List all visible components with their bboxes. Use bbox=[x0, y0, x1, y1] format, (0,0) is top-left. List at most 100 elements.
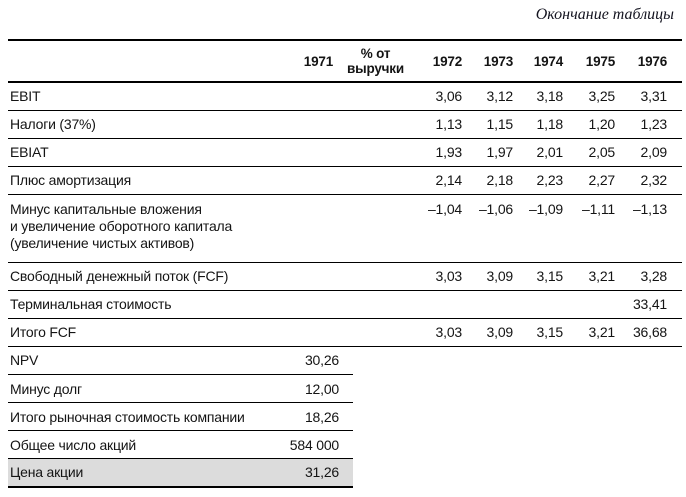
summary-row: Итого рыночная стоимость компании 18,26 bbox=[8, 403, 353, 431]
table-row: Минус капитальные вложения и увеличение … bbox=[8, 194, 682, 262]
cell-value: 33,41 bbox=[632, 296, 667, 312]
cell-value: 2,01 bbox=[536, 144, 564, 160]
row-label: Свободный денежный поток (FCF) bbox=[10, 267, 229, 284]
col-header-1971: 1971 bbox=[303, 53, 333, 69]
cell-1971 bbox=[291, 110, 333, 138]
cell-value bbox=[418, 290, 462, 318]
cell-1971 bbox=[291, 82, 333, 110]
cell-value: 3,09 bbox=[486, 324, 514, 340]
cell-value: 3,31 bbox=[640, 88, 668, 105]
cell-pct-of-revenue bbox=[333, 138, 418, 166]
cell-1971 bbox=[291, 138, 333, 166]
table-header: 1971 % от выручки 1972 1973 1974 1975 19… bbox=[8, 40, 682, 82]
cell-value: 2,23 bbox=[536, 172, 564, 188]
cell-1971 bbox=[291, 194, 333, 262]
col-header-1972: 1972 bbox=[432, 53, 462, 69]
cell-value: 1,18 bbox=[536, 116, 564, 132]
cell-value: 2,14 bbox=[435, 172, 463, 188]
summary-label: Итого рыночная стоимость компании bbox=[10, 408, 245, 425]
row-label: Терминальная стоимость bbox=[10, 295, 172, 312]
col-header-1975: 1975 bbox=[585, 53, 615, 69]
summary-row: NPV 30,26 bbox=[8, 347, 353, 375]
cell-value: –1,11 bbox=[582, 200, 615, 217]
cell-value: 3,12 bbox=[486, 88, 514, 105]
row-label: Налоги (37%) bbox=[10, 115, 96, 132]
main-table-body: EBIT 3,06 3,12 3,18 3,25 3,31 Налоги (37%) 1,13… bbox=[8, 82, 682, 346]
summary-row-highlight: Цена акции 31,26 bbox=[8, 458, 353, 487]
cell-value: –1,13 bbox=[632, 200, 667, 217]
cell-value: 2,05 bbox=[588, 144, 616, 160]
cell-pct-of-revenue bbox=[333, 82, 418, 110]
row-label: EBIT bbox=[10, 87, 41, 104]
cell-value: –1,06 bbox=[478, 200, 513, 217]
table-row: Итого FCF 3,03 3,09 3,15 3,21 36,68 bbox=[8, 318, 682, 346]
page-title: Окончание таблицы bbox=[535, 6, 674, 23]
cell-pct-of-revenue bbox=[333, 110, 418, 138]
cell-value: 1,20 bbox=[588, 116, 616, 132]
cell-1971 bbox=[291, 290, 333, 318]
valuation-summary-table: NPV 30,26 Минус долг 12,00 Итого рыночная ст… bbox=[8, 347, 353, 488]
table-row: Налоги (37%) 1,13 1,15 1,18 1,20 1,23 bbox=[8, 110, 682, 138]
row-label: Минус капитальные вложения и увеличение … bbox=[10, 200, 233, 251]
cell-1971 bbox=[291, 262, 333, 290]
cell-value: 3,03 bbox=[435, 268, 463, 284]
table-header-row: 1971 % от выручки 1972 1973 1974 1975 19… bbox=[8, 40, 682, 82]
cell-value: 1,23 bbox=[640, 116, 668, 132]
col-header-1973: 1973 bbox=[483, 53, 513, 69]
cell-pct-of-revenue bbox=[333, 262, 418, 290]
cell-value: 2,09 bbox=[640, 144, 668, 160]
summary-value: 584 000 bbox=[289, 436, 339, 453]
summary-value: 30,26 bbox=[304, 352, 339, 369]
cell-pct-of-revenue bbox=[333, 318, 418, 346]
table-row: Терминальная стоимость 33,41 bbox=[8, 290, 682, 318]
cell-value: 1,13 bbox=[435, 116, 463, 132]
cell-value: 3,25 bbox=[588, 88, 616, 105]
cell-value: 2,18 bbox=[486, 172, 514, 188]
cash-flow-table: 1971 % от выручки 1972 1973 1974 1975 19… bbox=[8, 39, 682, 347]
cell-1971 bbox=[291, 166, 333, 194]
cell-value: 3,15 bbox=[536, 268, 564, 284]
row-label: Плюс амортизация bbox=[10, 171, 131, 188]
cell-value: 3,06 bbox=[435, 88, 463, 105]
summary-value: 31,26 bbox=[304, 464, 339, 481]
summary-label: Цена акции bbox=[10, 464, 84, 481]
cell-value: 2,27 bbox=[588, 172, 616, 188]
table-row: EBIAT 1,93 1,97 2,01 2,05 2,09 bbox=[8, 138, 682, 166]
cell-value: 1,15 bbox=[486, 116, 514, 132]
col-header-pct-of-revenue: % от выручки bbox=[347, 46, 404, 76]
row-label: EBIAT bbox=[10, 143, 49, 160]
summary-row: Минус долг 12,00 bbox=[8, 375, 353, 403]
cell-value bbox=[462, 290, 513, 318]
cell-value: –1,04 bbox=[427, 200, 462, 217]
cell-value: 1,93 bbox=[435, 144, 463, 160]
col-header-1976: 1976 bbox=[637, 53, 667, 69]
cell-value bbox=[513, 290, 563, 318]
table-row: Плюс амортизация 2,14 2,18 2,23 2,27 2,32 bbox=[8, 166, 682, 194]
cell-value: 3,21 bbox=[588, 324, 616, 340]
summary-value: 18,26 bbox=[304, 408, 339, 425]
cell-value: 3,21 bbox=[588, 268, 616, 284]
cell-value: –1,09 bbox=[528, 200, 563, 217]
summary-label: NPV bbox=[10, 352, 39, 369]
table-row: EBIT 3,06 3,12 3,18 3,25 3,31 bbox=[8, 82, 682, 110]
cell-pct-of-revenue bbox=[333, 166, 418, 194]
cell-value: 3,09 bbox=[486, 268, 514, 284]
cell-value: 3,18 bbox=[536, 88, 564, 105]
cell-value: 36,68 bbox=[632, 324, 667, 340]
cell-value bbox=[563, 290, 615, 318]
summary-row: Общее число акций 584 000 bbox=[8, 431, 353, 459]
summary-value: 12,00 bbox=[304, 380, 339, 397]
row-label: Итого FCF bbox=[10, 323, 76, 340]
table-row: Свободный денежный поток (FCF) 3,03 3,09 3,… bbox=[8, 262, 682, 290]
col-header-1974: 1974 bbox=[533, 53, 563, 69]
cell-value: 3,03 bbox=[435, 324, 463, 340]
cell-1971 bbox=[291, 318, 333, 346]
summary-table-body: NPV 30,26 Минус долг 12,00 Итого рыночная ст… bbox=[8, 347, 353, 487]
cell-pct-of-revenue bbox=[333, 194, 418, 262]
summary-label: Минус долг bbox=[10, 380, 82, 397]
cell-value: 3,28 bbox=[640, 268, 668, 284]
cell-value: 2,32 bbox=[640, 172, 668, 188]
col-header-empty bbox=[8, 40, 291, 82]
cell-pct-of-revenue bbox=[333, 290, 418, 318]
